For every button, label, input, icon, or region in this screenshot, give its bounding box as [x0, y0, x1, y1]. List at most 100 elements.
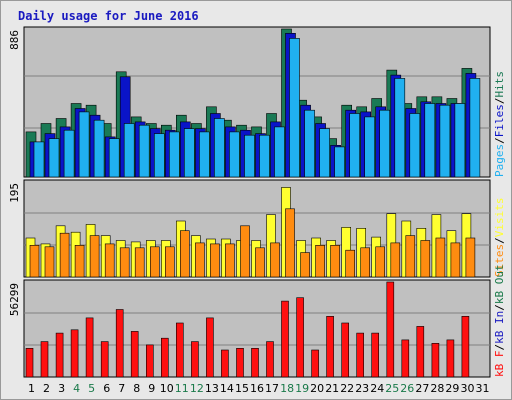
legend-separator: /: [493, 137, 506, 144]
bar: [165, 246, 175, 278]
bar: [300, 252, 310, 278]
bar: [108, 138, 120, 178]
legend-entry: kB Out: [493, 264, 506, 304]
bar: [244, 134, 255, 178]
bar: [78, 111, 90, 178]
bar: [315, 245, 325, 278]
bar: [100, 341, 109, 378]
bar: [401, 339, 410, 378]
bar: [259, 134, 270, 178]
bar: [206, 317, 214, 378]
bar: [104, 243, 115, 278]
bar: [195, 242, 205, 278]
legend-entry: Sites: [493, 244, 506, 277]
bar: [304, 109, 315, 178]
bar: [461, 315, 470, 378]
day-label: 19: [295, 382, 309, 395]
bar: [214, 118, 225, 178]
day-label: 28: [430, 382, 444, 395]
day-label: 11: [175, 382, 189, 395]
y-max-label: 886: [8, 30, 21, 50]
bar: [285, 208, 295, 278]
bar: [469, 78, 481, 178]
bar: [123, 123, 135, 178]
bar: [450, 242, 461, 278]
bar: [386, 281, 395, 378]
bar: [93, 119, 105, 178]
series-sites: [29, 208, 476, 278]
legend-entry: kB F: [493, 351, 506, 378]
bar: [48, 138, 60, 178]
day-label: 16: [250, 382, 264, 395]
panel-visits-sites: 195 Sites/Visits: [8, 179, 506, 278]
bar: [255, 247, 265, 278]
day-label: 10: [160, 382, 174, 395]
bar: [431, 342, 440, 378]
bar: [119, 247, 130, 278]
day-label: 17: [265, 382, 279, 395]
bar: [63, 129, 75, 178]
bar: [134, 247, 145, 278]
bar: [326, 315, 334, 378]
bar: [55, 332, 64, 378]
bar: [289, 38, 300, 178]
bar: [89, 235, 100, 278]
day-label: 2: [43, 382, 50, 395]
bar: [70, 329, 79, 378]
day-label: 12: [190, 382, 204, 395]
bar: [40, 341, 49, 378]
bar: [225, 243, 235, 278]
bar: [435, 237, 446, 278]
bar: [150, 246, 160, 278]
day-label: 18: [280, 382, 294, 395]
legend-entry: kB In: [493, 311, 506, 344]
bar: [465, 237, 476, 278]
bar: [130, 331, 139, 378]
series-pages: [33, 38, 481, 178]
bar: [59, 232, 70, 278]
day-label: 15: [235, 382, 249, 395]
bar: [281, 300, 289, 378]
day-label: 31: [476, 382, 490, 395]
legend-separator: /: [493, 344, 506, 351]
day-label: 25: [385, 382, 399, 395]
bar: [161, 337, 169, 378]
bar: [439, 104, 451, 178]
bar: [221, 349, 229, 378]
legend-entry: Files: [493, 104, 506, 137]
legend-visits-sites: Sites/Visits: [493, 198, 506, 278]
day-label: 27: [415, 382, 429, 395]
bar: [236, 347, 244, 378]
bar: [138, 124, 150, 178]
x-axis-day-labels: 1 2 3 4 5 6 7 8 9 10 11 12 13 14 15 16 17 18 19 20 21 22 23 24 2…: [28, 382, 490, 395]
bar: [424, 103, 436, 178]
bar: [345, 249, 356, 278]
day-label: 21: [325, 382, 339, 395]
day-label: 1: [28, 382, 35, 395]
bar: [29, 245, 40, 278]
day-label: 30: [461, 382, 475, 395]
panel-hits-files-pages: 886 Pages/Files/Hits: [8, 26, 506, 178]
bar: [446, 339, 455, 378]
bar: [74, 245, 85, 278]
legend-hits-files-pages: Pages/Files/Hits: [493, 71, 506, 177]
bar: [115, 309, 124, 378]
bar: [394, 78, 406, 178]
chart-panels: 886Pages/Files/Hits195Sites/Visits56299k…: [8, 26, 506, 378]
day-label: 24: [370, 382, 384, 395]
bar: [180, 230, 190, 278]
bar: [409, 113, 421, 178]
bar: [191, 341, 199, 378]
bar: [184, 128, 195, 178]
bar: [364, 116, 376, 178]
bar: [33, 141, 45, 178]
day-label: 8: [133, 382, 140, 395]
day-label: 9: [148, 382, 155, 395]
y-max-label: 195: [8, 183, 21, 203]
day-label: 13: [205, 382, 219, 395]
bar: [356, 332, 365, 378]
bar: [311, 349, 319, 378]
day-label: 6: [103, 382, 110, 395]
bar: [85, 317, 94, 378]
